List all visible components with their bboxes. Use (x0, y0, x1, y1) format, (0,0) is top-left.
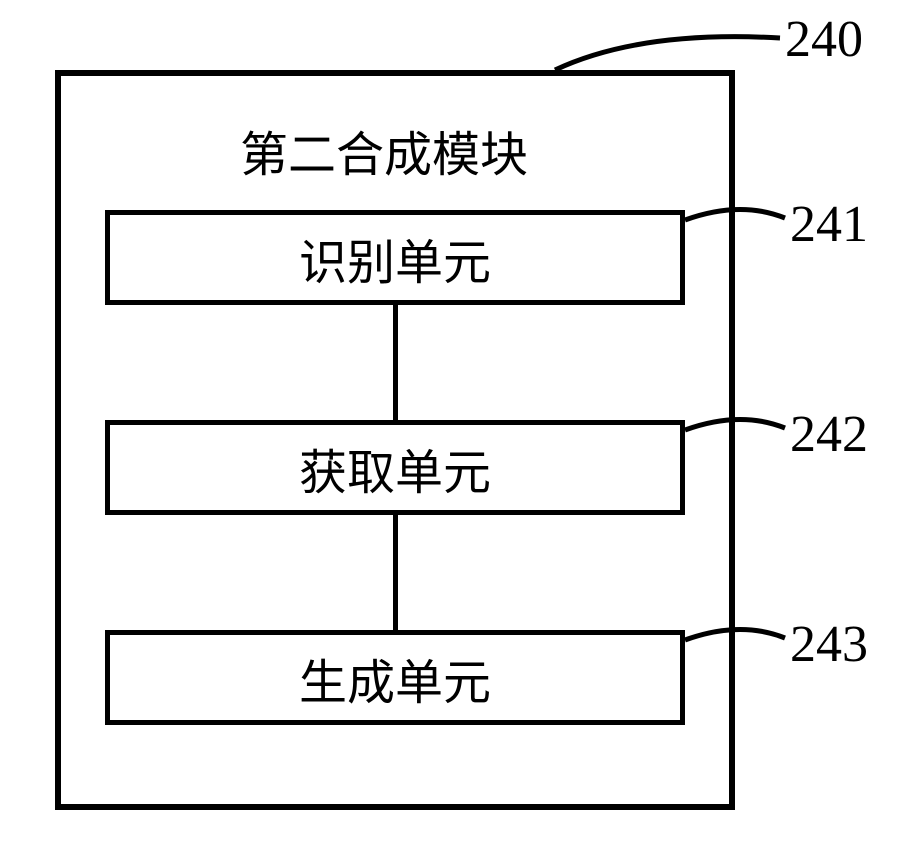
unit-box-243: 生成单元 (105, 630, 685, 725)
unit-box-242: 获取单元 (105, 420, 685, 515)
connector-242-243 (393, 515, 398, 630)
ref-number-242: 242 (790, 405, 868, 464)
unit-label-241: 识别单元 (299, 223, 491, 293)
ref-number-243: 243 (790, 615, 868, 674)
unit-label-243: 生成单元 (299, 643, 491, 713)
unit-label-242: 获取单元 (299, 433, 491, 503)
ref-number-240: 240 (785, 10, 863, 69)
ref-number-241: 241 (790, 195, 868, 254)
connector-241-242 (393, 305, 398, 420)
unit-box-241: 识别单元 (105, 210, 685, 305)
module-title: 第二合成模块 (240, 115, 528, 185)
